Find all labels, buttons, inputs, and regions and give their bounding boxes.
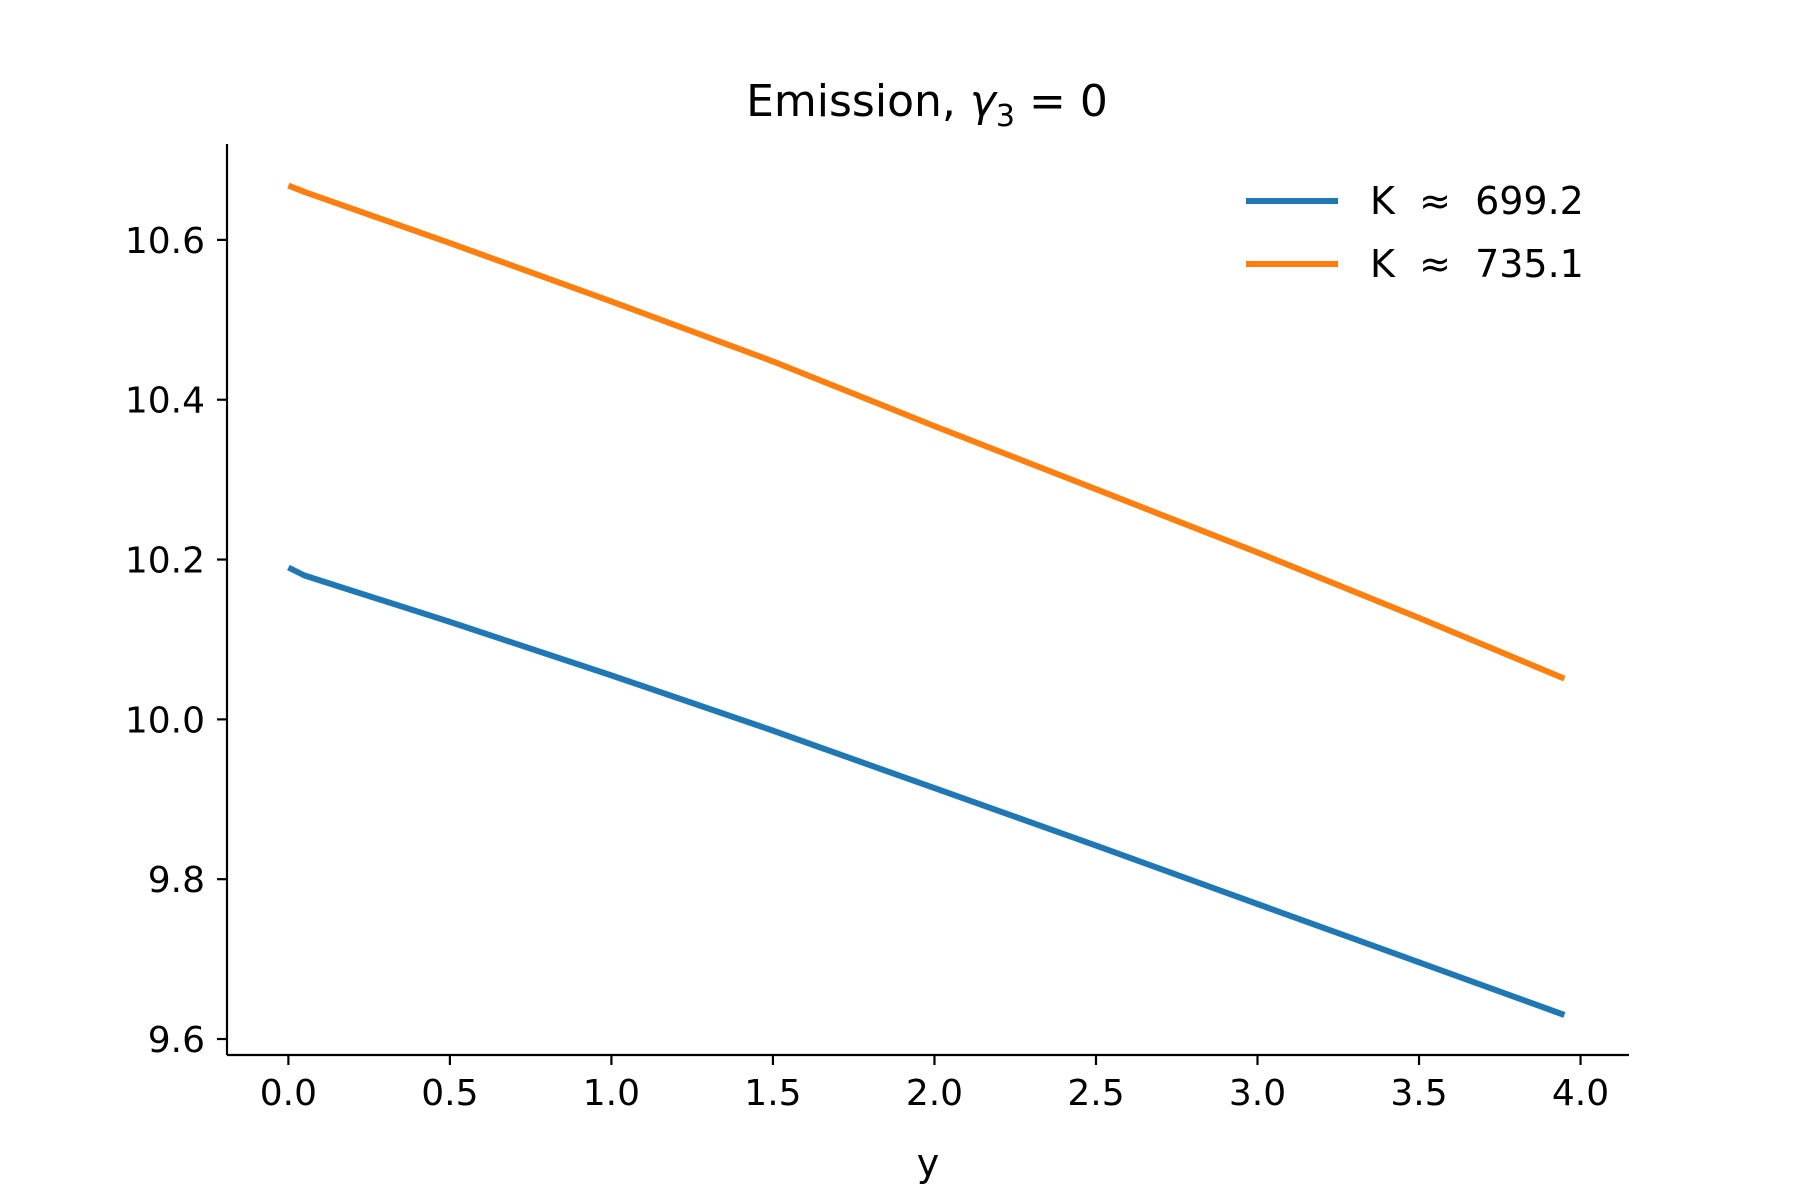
y-tick-label: 10.6: [125, 221, 205, 262]
series-line-2: [287, 182, 1566, 682]
chart-title-subscript: 3: [996, 99, 1015, 134]
y-tick-label: 9.8: [148, 860, 205, 901]
x-tick-label: 0.0: [260, 1073, 317, 1114]
x-tick-label: 1.0: [583, 1073, 640, 1114]
chart-title: Emission, γ3 = 0: [746, 76, 1108, 134]
chart-legend: K ≈ 699.2 K ≈ 735.1: [1246, 179, 1584, 286]
y-tick-label: 10.2: [125, 541, 205, 582]
y-ticks: 9.6 9.8 10.0 10.2 10.4 10.6: [125, 221, 227, 1061]
x-tick-label: 2.5: [1067, 1073, 1124, 1114]
x-ticks: 0.0 0.5 1.0 1.5 2.0 2.5 3.0 3.5 4.0: [260, 1055, 1609, 1114]
y-tick-label: 10.0: [125, 700, 205, 741]
chart-title-rest: = 0: [1015, 76, 1108, 127]
x-tick-label: 4.0: [1552, 1073, 1609, 1114]
series-line-1: [287, 564, 1566, 1018]
x-tick-label: 0.5: [421, 1073, 478, 1114]
x-axis-label: y: [917, 1141, 940, 1185]
x-tick-label: 3.5: [1390, 1073, 1447, 1114]
y-tick-label: 9.6: [148, 1020, 205, 1061]
chart-title-main: Emission,: [746, 76, 970, 127]
legend-label: K ≈ 699.2: [1370, 179, 1584, 223]
y-tick-label: 10.4: [125, 381, 205, 422]
legend-item: K ≈ 735.1: [1246, 242, 1584, 286]
legend-label: K ≈ 735.1: [1370, 242, 1584, 286]
chart-title-symbol: γ: [970, 76, 998, 127]
x-tick-label: 1.5: [744, 1073, 801, 1114]
x-tick-label: 3.0: [1229, 1073, 1286, 1114]
plot-lines: [287, 182, 1566, 1018]
legend-item: K ≈ 699.2: [1246, 179, 1584, 223]
x-tick-label: 2.0: [906, 1073, 963, 1114]
